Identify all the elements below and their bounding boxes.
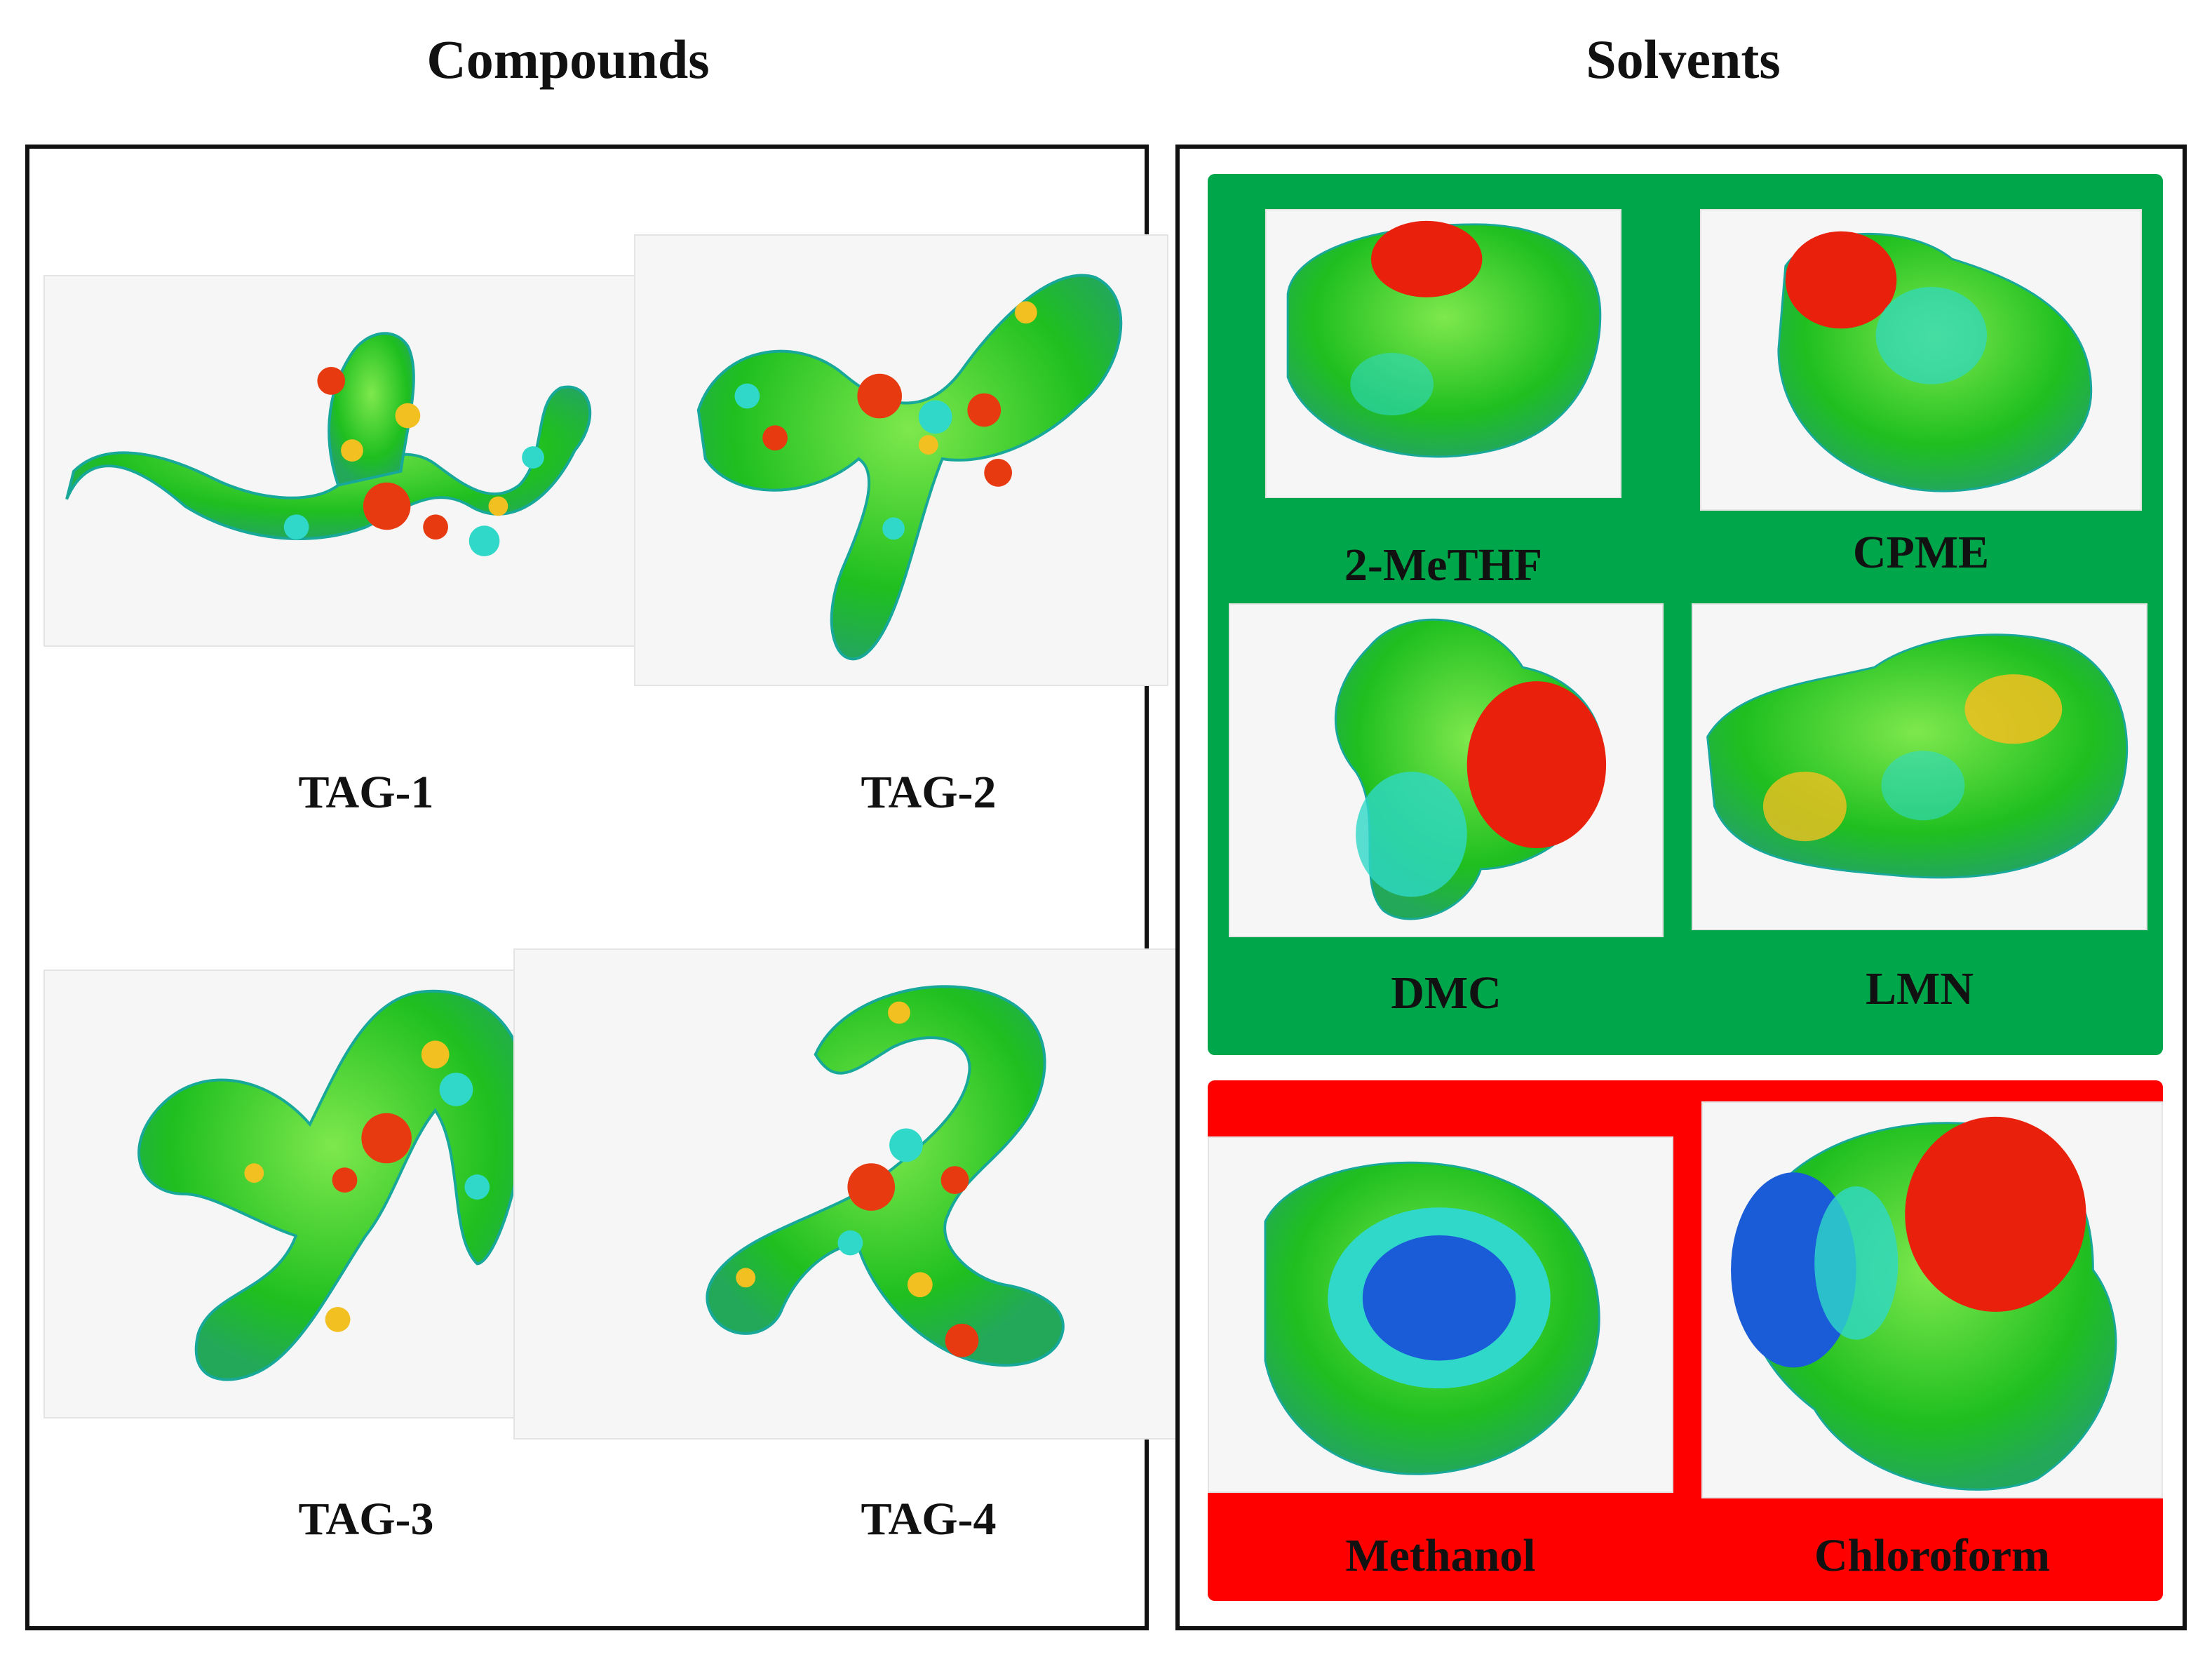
cpme-surface-image [1700, 209, 2142, 511]
tag-3-label: TAG-3 [298, 1494, 434, 1545]
2-methf-molecule-icon [1286, 220, 1602, 458]
tag-4-molecule-icon [706, 985, 1065, 1367]
lmn-label: LMN [1866, 963, 1974, 1014]
tag-1-label: TAG-1 [298, 767, 434, 818]
compounds-heading: Compounds [426, 29, 710, 90]
methanol-molecule-icon [1264, 1161, 1600, 1475]
dmc-surface-image [1229, 603, 1664, 937]
chloroform-label: Chloroform [1814, 1530, 2051, 1581]
dmc-label: DMC [1391, 967, 1502, 1019]
2-methf-surface-image [1265, 209, 1621, 498]
solvents-heading: Solvents [1586, 29, 1781, 90]
lmn-molecule-icon [1706, 633, 2129, 879]
chloroform-molecule-icon [1731, 1116, 2117, 1491]
tag-2-surface-image [634, 234, 1168, 686]
solvents-panel: 2-MeTHF CPME DMC LMN [1175, 145, 2187, 1630]
2-methf-label: 2-MeTHF [1344, 539, 1543, 591]
compounds-panel: TAG-1 TAG-2 TAG-3 TAG-4 [25, 145, 1285, 1630]
tag-2-molecule-icon [696, 274, 1123, 661]
tag-1-surface-image [43, 275, 661, 647]
red-solvent-group: Methanol Chloroform [1208, 1080, 2163, 1601]
tag-4-surface-image [513, 948, 1285, 1440]
cpme-molecule-icon [1777, 231, 2093, 492]
tag-3-surface-image [43, 970, 534, 1418]
green-solvent-group: 2-MeTHF CPME DMC LMN [1208, 174, 2163, 1055]
methanol-surface-image [1208, 1136, 1673, 1493]
tag-2-label: TAG-2 [861, 767, 997, 818]
lmn-surface-image [1692, 603, 2147, 930]
dmc-molecule-icon [1334, 618, 1607, 920]
cpme-label: CPME [1852, 527, 1990, 578]
methanol-label: Methanol [1345, 1530, 1536, 1581]
chloroform-surface-image [1701, 1101, 2163, 1498]
tag-4-label: TAG-4 [861, 1494, 997, 1545]
tag-1-molecule-icon [65, 332, 592, 556]
tag-3-molecule-icon [137, 989, 528, 1381]
